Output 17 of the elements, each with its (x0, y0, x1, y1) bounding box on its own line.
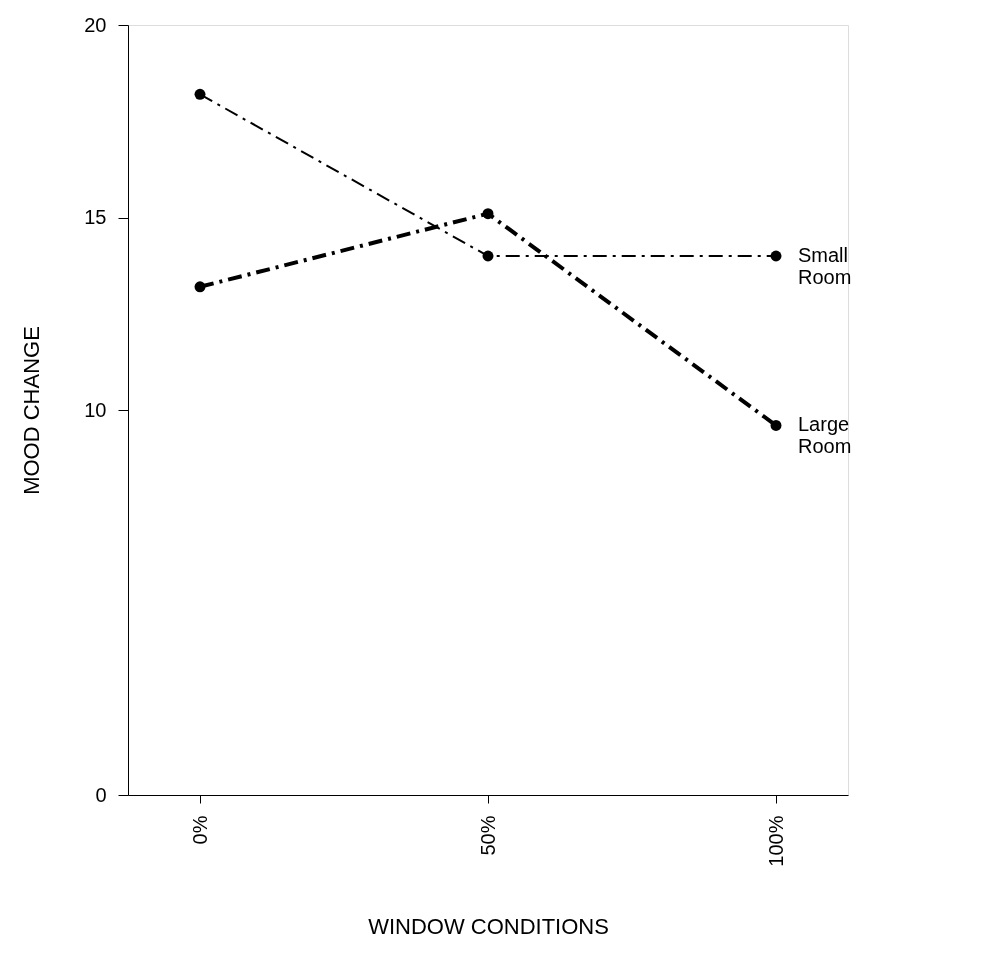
point (482, 208, 494, 220)
point (194, 88, 206, 100)
x-tick-label: 100% (764, 815, 787, 867)
x-axis-title: WINDOW CONDITIONS (368, 913, 609, 939)
series-label: Small Room (798, 244, 852, 288)
y-tick-label: 10 (84, 398, 107, 421)
y-tick-label: 0 (95, 783, 107, 806)
series-label: Large Room (798, 413, 852, 458)
point (194, 281, 206, 293)
y-axis-title: MOOD CHANGE (19, 326, 45, 495)
y-tick-label: 15 (84, 206, 107, 228)
x-tick-label: 0% (188, 815, 211, 845)
x-tick-label: 50% (476, 815, 499, 856)
point (770, 419, 782, 431)
point (482, 250, 494, 262)
y-tick-label: 20 (84, 13, 107, 36)
point (770, 250, 782, 262)
